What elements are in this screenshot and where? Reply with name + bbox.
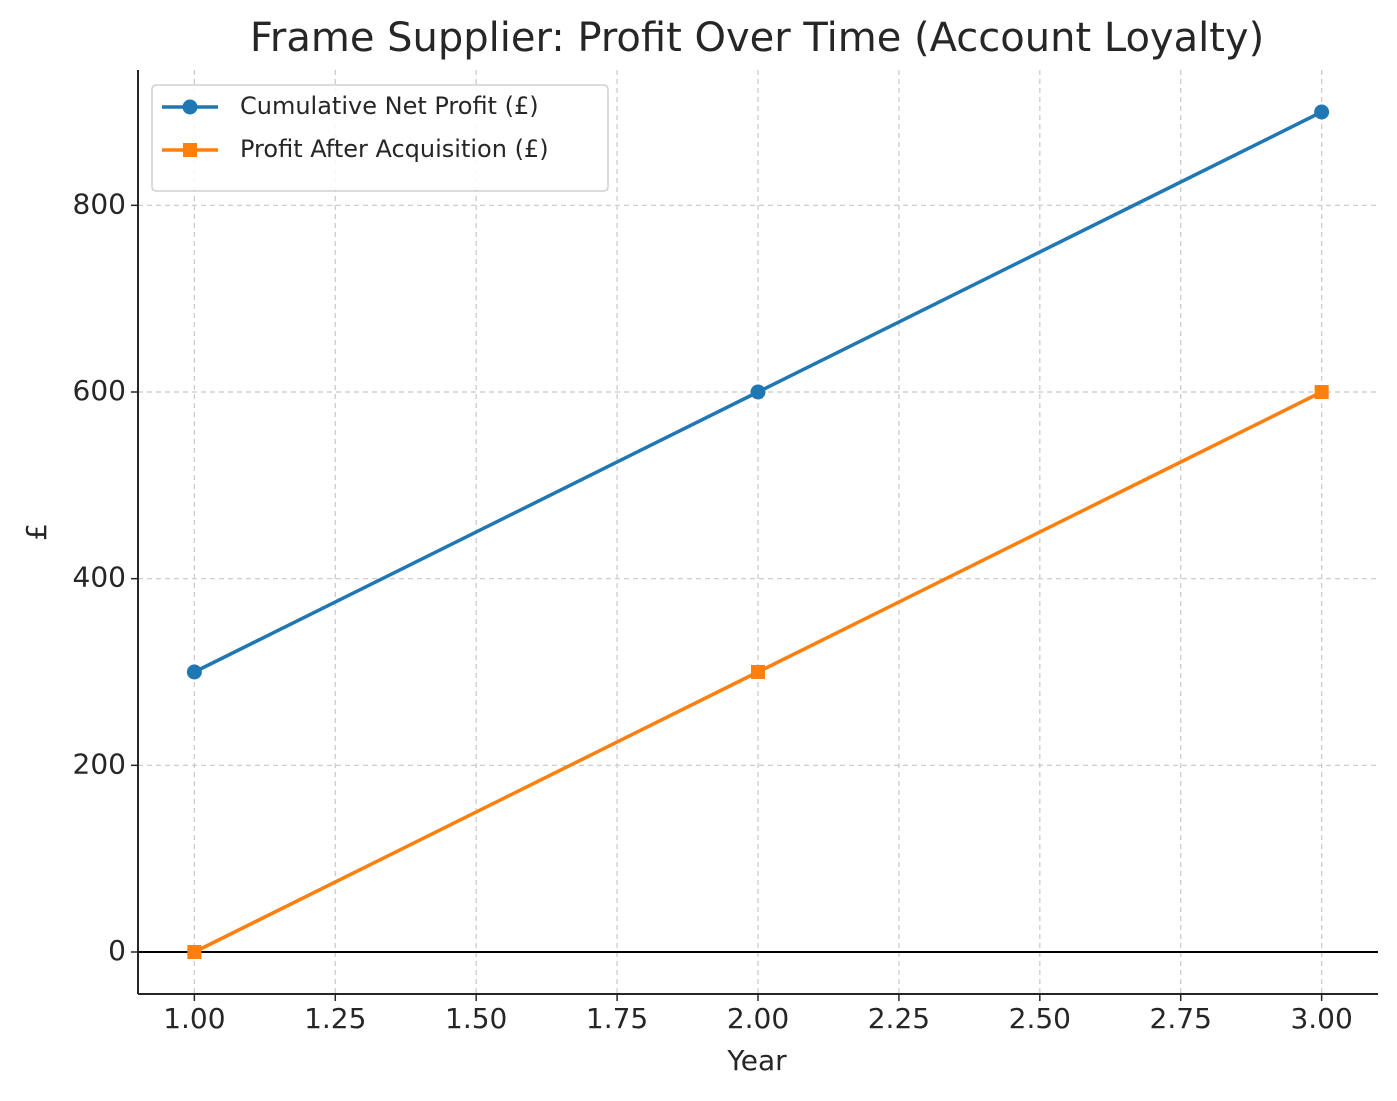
y-tick-label: 0 (108, 934, 126, 967)
y-tick-label: 600 (73, 374, 126, 407)
y-tick-label: 400 (73, 561, 126, 594)
data-point (187, 945, 202, 959)
y-tick-label: 800 (73, 187, 126, 220)
legend-marker (183, 143, 197, 157)
x-tick-label: 1.25 (304, 1002, 366, 1035)
x-tick-label: 1.50 (445, 1002, 507, 1035)
x-tick-label: 3.00 (1290, 1002, 1352, 1035)
data-point (186, 664, 202, 680)
x-axis-label: Year (726, 1044, 787, 1077)
x-tick-label: 2.75 (1150, 1002, 1212, 1035)
x-tick-label: 2.25 (868, 1002, 930, 1035)
y-axis-label: £ (20, 523, 53, 541)
chart-title: Frame Supplier: Profit Over Time (Accoun… (250, 15, 1264, 61)
legend-label: Cumulative Net Profit (£) (240, 92, 539, 120)
data-point (750, 384, 766, 400)
x-tick-label: 1.75 (586, 1002, 648, 1035)
legend-label: Profit After Acquisition (£) (240, 135, 549, 163)
legend-box (151, 84, 609, 192)
data-point (751, 665, 765, 679)
x-tick-label: 2.50 (1009, 1002, 1071, 1035)
x-tick-label: 2.00 (727, 1002, 789, 1035)
data-point (1314, 104, 1330, 120)
y-tick-label: 200 (73, 747, 126, 780)
legend-marker (182, 99, 198, 115)
x-tick-label: 1.00 (163, 1002, 225, 1035)
data-point (1314, 385, 1329, 399)
